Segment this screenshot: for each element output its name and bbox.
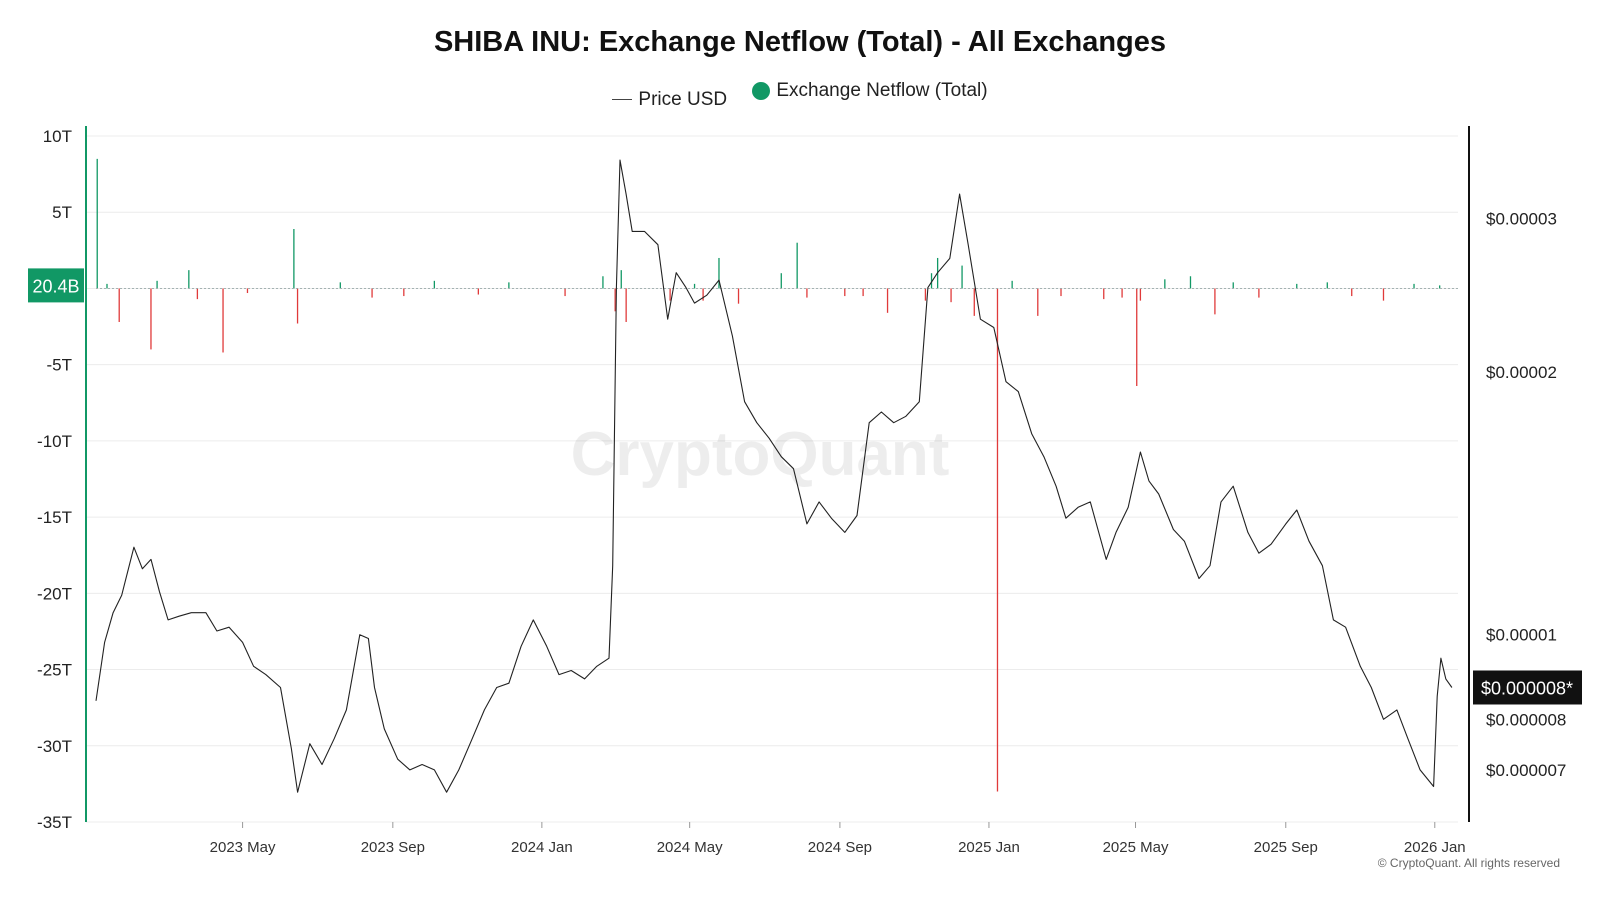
left-tick-label: -35T xyxy=(37,813,72,832)
left-tick-label: 5T xyxy=(52,203,72,222)
x-tick-label: 2025 May xyxy=(1103,839,1169,856)
left-tick-label: 10T xyxy=(43,127,72,146)
x-axis-ticks: 2023 May 2023 Sep 2024 Jan 2024 May 2024 Sep… xyxy=(210,822,1466,856)
right-tick-label: $0.00002 xyxy=(1486,363,1557,382)
left-axis-ticks: 10T 5T -5T -10T -15T -20T -25T -30T -35T xyxy=(37,127,72,832)
price-badge-text: $0.000008* xyxy=(1481,678,1573,698)
x-tick-label: 2026 Jan xyxy=(1404,839,1466,856)
price-badge xyxy=(1473,670,1582,705)
netflow-badge xyxy=(28,268,84,303)
value-badges: 20.4B $0.000008* xyxy=(28,268,1582,705)
left-tick-label: -30T xyxy=(37,737,72,756)
left-tick-label: -5T xyxy=(47,356,73,375)
legend-item-netflow[interactable]: Exchange Netflow (Total) xyxy=(752,80,988,102)
legend-item-price[interactable]: Price USD xyxy=(612,89,727,111)
x-tick-label: 2023 Sep xyxy=(361,839,425,856)
dot-marker-icon xyxy=(752,82,771,100)
line-marker-icon xyxy=(612,99,633,100)
x-tick-label: 2023 May xyxy=(210,839,276,856)
netflow-badge-text: 20.4B xyxy=(32,276,79,296)
x-tick-label: 2024 Jan xyxy=(511,839,573,856)
x-tick-label: 2025 Sep xyxy=(1254,839,1318,856)
left-tick-label: -10T xyxy=(37,432,72,451)
x-tick-label: 2024 May xyxy=(657,839,723,856)
left-tick-label: -20T xyxy=(37,584,72,603)
right-tick-label: $0.00003 xyxy=(1486,210,1557,229)
copyright: © CryptoQuant. All rights reserved xyxy=(1377,856,1560,870)
right-tick-label: $0.000007 xyxy=(1486,761,1566,780)
watermark: CryptoQuant xyxy=(571,420,950,489)
left-tick-label: -25T xyxy=(37,661,72,680)
chart-title: SHIBA INU: Exchange Netflow (Total) - Al… xyxy=(433,26,1167,58)
x-tick-label: 2024 Sep xyxy=(808,839,872,856)
right-tick-label: $0.000008 xyxy=(1486,710,1566,729)
legend-label-price: Price USD xyxy=(638,88,728,110)
netflow-bars xyxy=(96,158,1458,792)
left-tick-label: -15T xyxy=(37,508,72,527)
right-axis-ticks: $0.00003 $0.00002 $0.00001 $0.000008 $0.0000… xyxy=(1486,210,1566,780)
x-tick-label: 2025 Jan xyxy=(958,839,1020,856)
legend: Price USD Exchange Netflow (Total) xyxy=(0,80,1600,111)
legend-label-netflow: Exchange Netflow (Total) xyxy=(776,80,988,101)
price-line xyxy=(95,159,1453,793)
right-tick-label: $0.00001 xyxy=(1486,626,1557,645)
